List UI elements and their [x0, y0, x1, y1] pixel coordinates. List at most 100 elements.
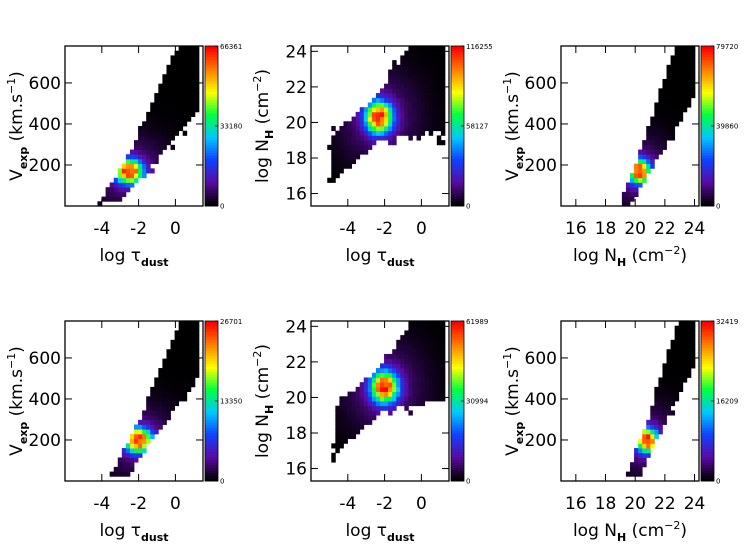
density-cell [404, 93, 409, 99]
density-cell [117, 457, 123, 463]
density-cell [162, 363, 167, 369]
density-cell [428, 50, 434, 56]
density-cell [642, 163, 647, 169]
colorbar-segment [701, 337, 714, 341]
density-cell [686, 353, 692, 360]
density-cell [174, 74, 180, 80]
colorbar-segment [205, 123, 218, 127]
density-cell [190, 102, 196, 108]
density-cell [416, 349, 421, 355]
density-cell [650, 415, 655, 421]
colorbar-label-max: 61989 [466, 318, 488, 326]
density-cell [440, 107, 446, 113]
density-cell [392, 88, 397, 94]
density-cell [638, 448, 643, 454]
colorbar-segment [205, 451, 218, 455]
colorbar-segment [205, 409, 218, 413]
colorbar-segment [701, 326, 714, 330]
colorbar-segment [451, 411, 464, 415]
density-cell [388, 130, 393, 136]
density-cell [347, 410, 352, 416]
density-cell [162, 74, 167, 80]
density-cell [355, 144, 361, 150]
density-cell [363, 107, 369, 113]
colorbar-segment [701, 371, 714, 375]
colorbar-segment [701, 200, 714, 204]
density-cell [440, 46, 446, 52]
density-cell [630, 182, 635, 188]
density-cell [134, 438, 139, 444]
y-axis-label-base: log N [253, 139, 273, 183]
density-cell [380, 111, 385, 117]
density-cell [674, 382, 680, 388]
density-cell [339, 168, 344, 174]
colorbar-label-mid: 30994 [466, 398, 489, 406]
density-cell [351, 116, 357, 122]
density-cell [392, 135, 397, 141]
x-axis-label-base: log N [573, 246, 617, 266]
density-cell [625, 201, 631, 207]
density-cell [682, 363, 688, 369]
density-cell [678, 363, 684, 369]
density-cell [392, 64, 397, 70]
density-cell [371, 382, 377, 388]
density-cell [371, 415, 377, 421]
density-cell [690, 50, 696, 56]
density-cell [436, 69, 442, 75]
density-cell [638, 177, 643, 183]
density-cell [638, 462, 643, 468]
density-cell [162, 391, 167, 397]
density-cell [658, 140, 663, 146]
density-cell [194, 55, 200, 61]
density-cell [634, 187, 639, 193]
density-cell [420, 344, 426, 350]
density-cell [436, 368, 442, 374]
density-cell [428, 363, 434, 369]
colorbar-segment [451, 379, 464, 383]
colorbar-segment [701, 462, 714, 466]
density-cell [129, 168, 135, 174]
density-cell [158, 410, 163, 416]
colorbar-segment [701, 120, 714, 124]
density-cell [400, 93, 405, 99]
density-cell [666, 83, 671, 89]
density-cell [658, 419, 663, 425]
density-cell [392, 363, 397, 369]
y-axis-label-close: ) [253, 344, 273, 351]
density-cell [424, 55, 430, 61]
density-cell [351, 419, 357, 425]
colorbar-label-mid: 13350 [220, 398, 242, 406]
density-cell [658, 93, 663, 99]
density-cell [178, 116, 184, 122]
colorbar-segment [701, 179, 714, 183]
density-cell [343, 130, 348, 136]
colorbar-segment [205, 361, 218, 365]
density-cell [170, 83, 175, 89]
colorbar-segment [701, 425, 714, 429]
density-cell [113, 196, 119, 202]
density-cell [162, 102, 167, 108]
density-cell [138, 438, 143, 444]
colorbar-segment [205, 414, 218, 418]
density-cell [424, 382, 430, 388]
density-cell [347, 396, 352, 402]
density-cell [367, 382, 373, 388]
colorbar-segment [205, 403, 218, 407]
colorbar-segment [701, 419, 714, 423]
density-cell [190, 60, 196, 66]
plot-frame [560, 45, 700, 207]
density-cell [420, 46, 426, 52]
density-cell [638, 182, 643, 188]
density-cell [392, 116, 397, 122]
density-cell [347, 140, 352, 146]
density-cell [190, 368, 196, 374]
density-cell [416, 74, 421, 80]
x-tick-label: 22 [654, 494, 676, 514]
density-cell [134, 163, 139, 169]
colorbar-segment [701, 350, 714, 354]
density-cell [162, 358, 167, 364]
density-cell [646, 419, 651, 425]
density-cell [142, 130, 147, 136]
density-cell [138, 140, 143, 146]
